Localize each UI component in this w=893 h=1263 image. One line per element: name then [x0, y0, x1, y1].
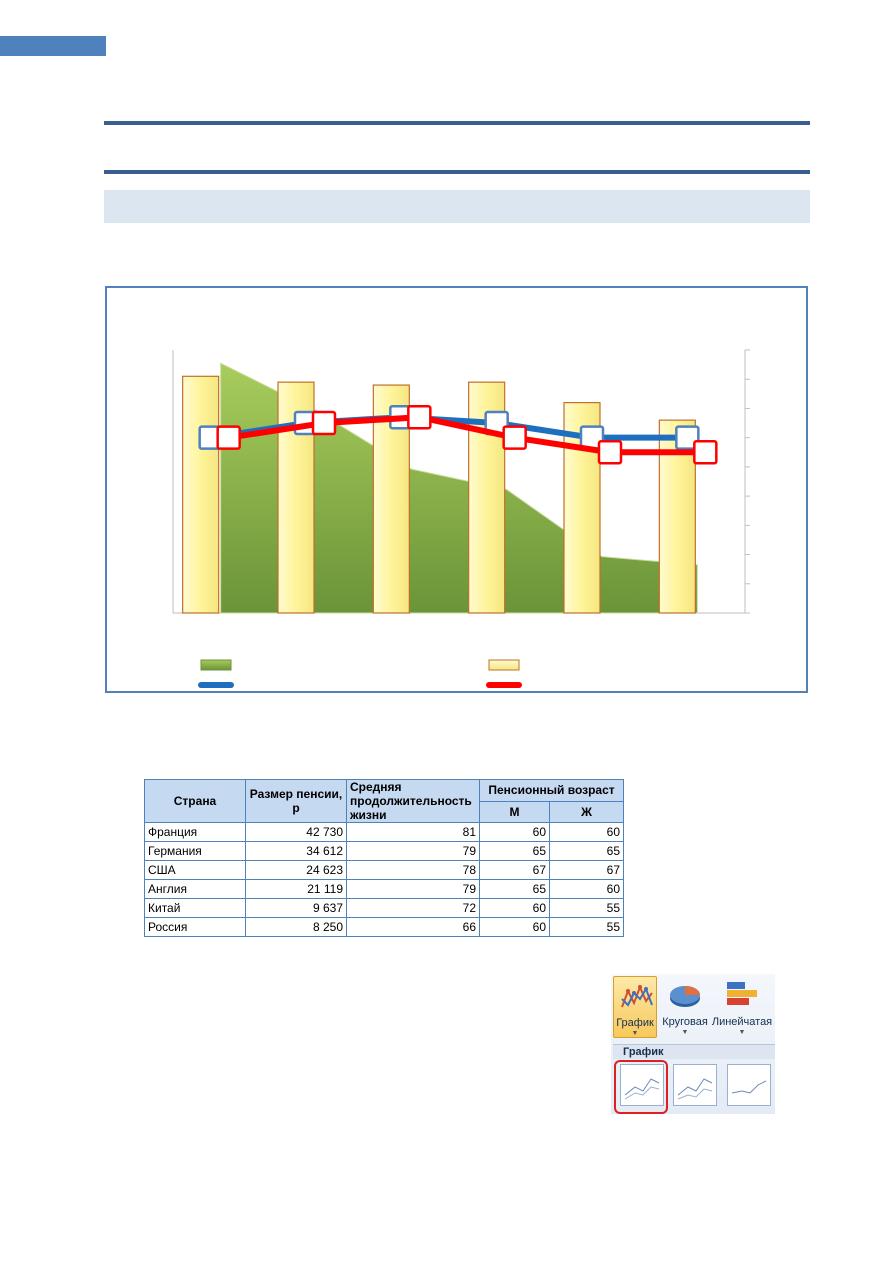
- cell-female: 60: [549, 822, 624, 842]
- cell-life: 81: [346, 822, 480, 842]
- cell-male: 60: [479, 822, 550, 842]
- header-female: Ж: [549, 800, 624, 823]
- point-marker: [693, 440, 718, 465]
- cell-pension: 21 119: [245, 879, 347, 899]
- header-male: М: [479, 800, 550, 823]
- legend-area-swatch: [200, 659, 232, 671]
- cell-male: 65: [479, 879, 550, 899]
- bar-chart-icon: [727, 982, 757, 1005]
- cell-country: Франция: [144, 822, 246, 842]
- line-thumb-2[interactable]: [673, 1064, 717, 1106]
- header-rule-top: [104, 121, 810, 125]
- percent-line-thumb-icon: [731, 1080, 767, 1094]
- chart-frame: [105, 286, 808, 693]
- cell-country: Германия: [144, 841, 246, 861]
- table-row: Россия 8 250 66 60 55: [144, 917, 624, 937]
- cell-female: 55: [549, 898, 624, 918]
- line-series-female: [228, 414, 706, 456]
- cell-life: 78: [346, 860, 480, 880]
- cell-country: Англия: [144, 879, 246, 899]
- bar-chart-button[interactable]: Линейчатая ▼: [711, 976, 773, 1038]
- combo-chart: [172, 349, 750, 688]
- pie-chart-button[interactable]: Круговая ▼: [661, 976, 709, 1038]
- cell-male: 65: [479, 841, 550, 861]
- cell-female: 60: [549, 879, 624, 899]
- line-thumb-icon: [624, 1078, 660, 1100]
- line-chart-button[interactable]: График ▼: [613, 976, 657, 1038]
- cell-female: 67: [549, 860, 624, 880]
- bar: [182, 375, 220, 614]
- cell-life: 66: [346, 917, 480, 937]
- cell-male: 60: [479, 917, 550, 937]
- line-chart-icon: [621, 984, 653, 1008]
- cell-country: США: [144, 860, 246, 880]
- table-row: Германия 34 612 79 65 65: [144, 841, 624, 861]
- cell-pension: 9 637: [245, 898, 347, 918]
- cell-life: 72: [346, 898, 480, 918]
- ribbon-label: Линейчатая: [711, 1016, 773, 1028]
- table-row: Китай 9 637 72 60 55: [144, 898, 624, 918]
- point-marker: [502, 425, 527, 450]
- page-corner-tab: [0, 36, 106, 56]
- table-row: Франция 42 730 81 60 60: [144, 822, 624, 842]
- section-band: [104, 190, 810, 223]
- point-marker: [311, 410, 337, 436]
- ribbon-label: График: [616, 1017, 654, 1029]
- ribbon-section-label: График: [613, 1044, 775, 1059]
- legend-bar-swatch: [488, 659, 520, 671]
- table-row: США 24 623 78 67 67: [144, 860, 624, 880]
- stacked-line-thumb-icon: [677, 1078, 713, 1100]
- point-marker: [216, 425, 241, 450]
- chart-ribbon: График ▼ Круговая ▼ Линейчатая ▼ График: [611, 974, 775, 1114]
- line-thumb-1[interactable]: [620, 1064, 664, 1106]
- header-pension: Размер пенсии, р: [245, 779, 347, 823]
- header-country: Страна: [144, 779, 246, 823]
- table-row: Англия 21 119 79 65 60: [144, 879, 624, 899]
- cell-pension: 8 250: [245, 917, 347, 937]
- ribbon-label: Круговая: [662, 1016, 708, 1028]
- cell-male: 60: [479, 898, 550, 918]
- point-marker: [407, 404, 432, 430]
- header-rule-bottom: [104, 170, 810, 174]
- chevron-down-icon: ▼: [631, 1030, 639, 1037]
- chevron-down-icon: ▼: [681, 1029, 689, 1036]
- selected-thumb-highlight: [614, 1060, 668, 1114]
- cell-female: 55: [549, 917, 624, 937]
- header-retire: Пенсионный возраст: [479, 779, 624, 802]
- cell-male: 67: [479, 860, 550, 880]
- cell-pension: 24 623: [245, 860, 347, 880]
- cell-country: Россия: [144, 917, 246, 937]
- chevron-down-icon: ▼: [738, 1029, 746, 1036]
- cell-country: Китай: [144, 898, 246, 918]
- cell-life: 79: [346, 841, 480, 861]
- pension-table: Страна Размер пенсии, р Средняя продолжи…: [144, 779, 624, 937]
- line-thumb-3[interactable]: [727, 1064, 771, 1106]
- point-marker: [597, 440, 623, 465]
- point-marker: [675, 425, 700, 450]
- cell-pension: 34 612: [245, 841, 347, 861]
- cell-pension: 42 730: [245, 822, 347, 842]
- cell-female: 65: [549, 841, 624, 861]
- cell-life: 79: [346, 879, 480, 899]
- pie-chart-icon: [670, 986, 700, 1007]
- header-life: Средняя продолжительность жизни: [346, 779, 480, 823]
